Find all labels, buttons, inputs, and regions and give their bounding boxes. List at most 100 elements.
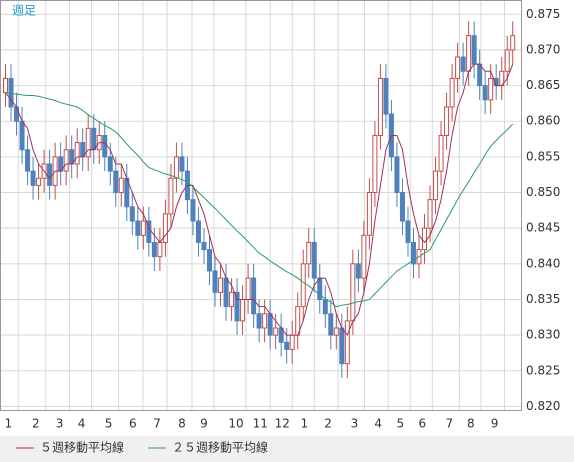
candle-body	[311, 241, 317, 279]
candle-body	[118, 177, 124, 194]
candle-body	[422, 227, 428, 251]
candle-body	[383, 77, 389, 115]
candle-body	[256, 313, 262, 329]
candle-body	[201, 241, 207, 251]
candle-body	[344, 320, 350, 365]
candle-body	[377, 77, 383, 136]
candle-body	[267, 313, 273, 336]
candle-body	[284, 341, 290, 350]
y-tick-label: 0.865	[526, 78, 560, 92]
candle-body	[135, 220, 141, 236]
candle-body	[262, 313, 268, 329]
candle-body	[240, 298, 246, 322]
candle-body	[471, 35, 477, 65]
candle-body	[229, 291, 235, 308]
candle-body	[113, 170, 119, 194]
candle-body	[410, 241, 416, 265]
candle-body	[146, 220, 152, 243]
grid	[0, 0, 521, 410]
y-tick-label: 0.855	[526, 149, 560, 163]
candle-body	[63, 149, 69, 172]
y-tick-label: 0.875	[526, 7, 560, 21]
candle-body	[14, 106, 20, 122]
x-tick-label: 6	[418, 417, 426, 431]
candle-body	[350, 263, 356, 322]
candle-body	[510, 35, 516, 51]
candle-body	[488, 77, 494, 101]
candle-body	[317, 277, 323, 300]
marks	[3, 21, 516, 378]
x-tick-label: 5	[105, 417, 113, 431]
candle-body	[3, 77, 9, 94]
candle-body	[366, 192, 372, 236]
legend-label: ５週移動平均線	[40, 440, 124, 455]
candle-body	[19, 120, 25, 151]
candle-body	[361, 234, 367, 279]
y-tick-label: 0.835	[526, 292, 560, 306]
candle-body	[328, 313, 334, 336]
candle-body	[245, 277, 251, 300]
candle-body	[102, 134, 108, 158]
candle-body	[444, 106, 450, 136]
candle-body	[504, 49, 510, 72]
candle-body	[322, 298, 328, 315]
candle-body	[207, 249, 213, 272]
candle-body	[333, 327, 339, 336]
candle-body	[173, 156, 179, 179]
plot-frame	[0, 0, 522, 411]
y-tick-label: 0.850	[526, 185, 560, 199]
candle-body	[212, 270, 218, 293]
x-tick-label: 2	[32, 417, 40, 431]
x-tick-label: 3	[56, 417, 64, 431]
x-tick-label: 10	[228, 417, 243, 431]
x-tick-label: 1	[4, 417, 12, 431]
candle-body	[438, 134, 444, 172]
candle-body	[433, 170, 439, 201]
x-tick-label: 4	[78, 417, 86, 431]
legend: ５週移動平均線 ２５週移動平均線	[16, 440, 268, 455]
candle-body	[25, 149, 31, 172]
y-tick-label: 0.820	[526, 399, 560, 413]
y-tick-label: 0.870	[526, 42, 560, 56]
candle-body	[129, 206, 135, 222]
candle-body	[427, 199, 433, 229]
candle-body	[91, 127, 97, 151]
candle-body	[394, 156, 400, 194]
x-tick-label: 8	[178, 417, 186, 431]
candle-body	[223, 277, 229, 308]
legend-label: ２５週移動平均線	[172, 440, 268, 455]
x-tick-label: 2	[324, 417, 332, 431]
ma-line	[5, 63, 514, 337]
x-tick-label: 8	[467, 417, 475, 431]
candle-body	[482, 85, 488, 101]
candle-body	[218, 277, 224, 293]
candle-body	[355, 263, 361, 279]
y-tick-label: 0.830	[526, 328, 560, 342]
candle-body	[85, 127, 91, 158]
candle-body	[190, 199, 196, 222]
candle-body	[273, 327, 279, 336]
candle-body	[8, 77, 14, 108]
x-tick-label: 12	[275, 417, 290, 431]
candle-body	[140, 220, 146, 236]
y-tick-label: 0.845	[526, 221, 560, 235]
x-tick-label: 4	[374, 417, 382, 431]
candle-body	[477, 63, 483, 87]
x-tick-label: 3	[351, 417, 359, 431]
x-tick-label: 9	[200, 417, 208, 431]
candle-body	[300, 263, 306, 308]
y-tick-label: 0.860	[526, 114, 560, 128]
candle-body	[251, 277, 257, 315]
candle-body	[399, 192, 405, 222]
candle-body	[74, 142, 80, 165]
candle-body	[339, 327, 345, 365]
candle-body	[289, 334, 295, 350]
candle-body	[47, 163, 53, 186]
candle-body	[455, 56, 461, 79]
candle-body	[30, 170, 36, 186]
legend-band	[0, 436, 574, 462]
x-tick-label: 9	[491, 417, 499, 431]
